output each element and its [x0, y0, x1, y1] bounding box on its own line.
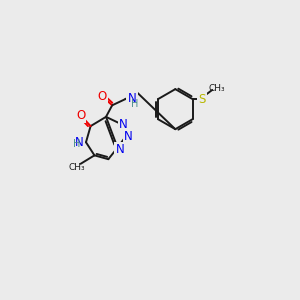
Text: N: N: [128, 92, 136, 105]
Text: N: N: [116, 143, 124, 156]
Text: N: N: [75, 136, 84, 149]
Text: H: H: [73, 139, 80, 149]
Text: N: N: [124, 130, 133, 142]
Text: CH₃: CH₃: [68, 163, 85, 172]
Text: H: H: [131, 99, 138, 109]
Text: O: O: [76, 109, 85, 122]
Text: N: N: [119, 118, 128, 131]
Text: O: O: [98, 90, 107, 103]
Text: CH₃: CH₃: [208, 84, 225, 93]
Text: S: S: [199, 93, 206, 106]
